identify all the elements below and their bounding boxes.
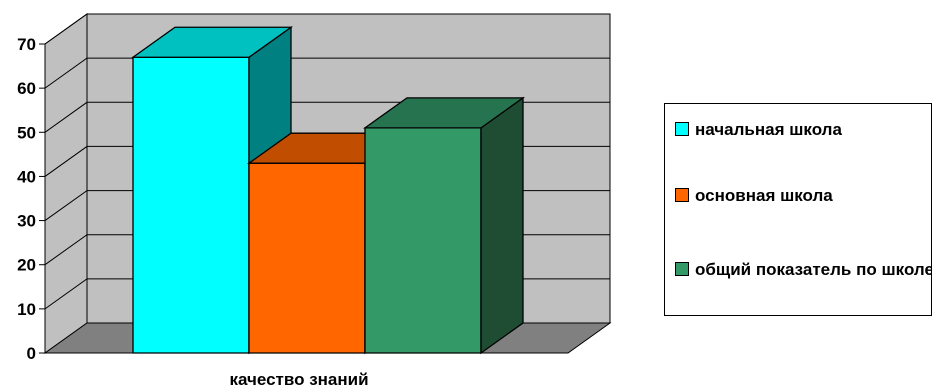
- legend: начальная школа основная школа общий пок…: [664, 103, 932, 316]
- legend-swatch-basic-school: [675, 188, 689, 202]
- y-tick-label: 20: [17, 256, 36, 275]
- legend-swatch-primary-school: [675, 122, 689, 136]
- bar-school-overall: [362, 96, 526, 355]
- bars: [130, 25, 526, 355]
- gridline: [44, 57, 610, 89]
- bar-side: [480, 96, 524, 355]
- legend-item-school-overall: общий показатель по школе: [675, 258, 932, 282]
- chart-side-wall: [44, 13, 88, 354]
- y-tick-label: 10: [17, 300, 36, 319]
- legend-item-primary-school: начальная школа: [675, 118, 932, 142]
- legend-label-primary-school: начальная школа: [695, 120, 842, 139]
- y-tick-label: 40: [17, 167, 36, 186]
- gridline: [44, 13, 610, 45]
- legend-label-basic-school: основная школа: [695, 186, 833, 205]
- bar-front: [248, 162, 366, 354]
- bar-top: [130, 26, 294, 58]
- legend-swatch-school-overall: [675, 262, 689, 276]
- bar-top: [362, 97, 526, 129]
- legend-item-basic-school: основная школа: [675, 184, 932, 208]
- y-tick-label: 30: [17, 212, 36, 231]
- y-tick-label: 50: [17, 123, 36, 142]
- y-tick-label: 70: [17, 35, 36, 54]
- bar-front: [364, 127, 482, 354]
- y-ticks: 0 10 20 30 40 50 60 70: [17, 35, 45, 363]
- category-label: качество знаний: [229, 370, 368, 389]
- y-tick-label: 60: [17, 79, 36, 98]
- chart: 0 10 20 30 40 50 60 70 качество знаний: [17, 13, 612, 389]
- bar-front: [132, 56, 250, 354]
- y-tick-label: 0: [27, 344, 36, 363]
- legend-label-school-overall: общий показатель по школе: [695, 260, 932, 279]
